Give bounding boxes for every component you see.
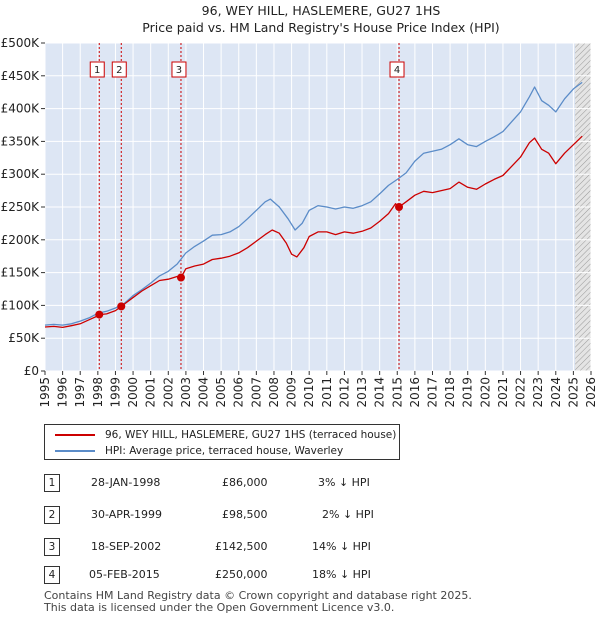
transaction-date: 05-FEB-2015 — [89, 568, 160, 581]
x-tick-label: 1998 — [91, 377, 105, 408]
y-tick-label: £300K — [1, 167, 41, 181]
x-tick-label: 2022 — [514, 377, 528, 408]
x-tick-label: 2018 — [443, 377, 457, 408]
transaction-number: 4 — [44, 566, 60, 584]
x-tick-label: 2010 — [302, 377, 316, 408]
legend-item-property: 96, WEY HILL, HASLEMERE, GU27 1HS (terra… — [55, 427, 396, 443]
legend-label-property: 96, WEY HILL, HASLEMERE, GU27 1HS (terra… — [105, 429, 397, 441]
x-tick-label: 2007 — [249, 377, 263, 408]
series-line — [44, 135, 583, 329]
transaction-label: 3 — [176, 65, 182, 76]
legend-item-hpi: HPI: Average price, terraced house, Wave… — [55, 443, 343, 459]
legend-swatch-property — [55, 434, 95, 436]
x-tick-label: 1996 — [56, 377, 70, 408]
x-tick-label: 2003 — [179, 377, 193, 408]
transaction-label-box — [389, 61, 405, 78]
x-tick-label: 2000 — [126, 377, 140, 408]
x-tick-label: 2006 — [232, 377, 246, 408]
transaction-price: £142,500 — [215, 540, 268, 553]
y-tick-label: £400K — [1, 102, 41, 116]
x-tick-label: 2025 — [566, 377, 580, 408]
transaction-date: 28-JAN-1998 — [91, 476, 161, 489]
y-tick-label: £50K — [8, 331, 40, 345]
table-row: 1 28-JAN-1998 £86,000 3% ↓ HPI — [0, 474, 600, 494]
x-tick-label: 2013 — [355, 377, 369, 408]
table-row: 4 05-FEB-2015 £250,000 18% ↓ HPI — [0, 566, 600, 586]
x-tick-label: 1997 — [73, 377, 87, 408]
x-tick-label: 1999 — [108, 377, 122, 408]
legend-label-hpi: HPI: Average price, terraced house, Wave… — [105, 445, 344, 457]
x-tick-label: 2001 — [144, 377, 158, 408]
x-tick-label: 2024 — [549, 377, 563, 408]
legend-swatch-hpi — [55, 450, 95, 452]
x-tick-label: 2012 — [337, 377, 351, 408]
x-tick-label: 1995 — [38, 377, 52, 408]
transaction-label-box — [111, 61, 127, 78]
x-tick-label: 2011 — [320, 377, 334, 408]
transaction-price: £86,000 — [222, 476, 268, 489]
x-tick-label: 2008 — [267, 377, 281, 408]
transaction-number: 1 — [44, 474, 60, 492]
grid-lines — [44, 42, 592, 372]
table-row: 3 18-SEP-2002 £142,500 14% ↓ HPI — [0, 538, 600, 558]
y-tick-label: £500K — [1, 36, 41, 50]
footer-licence: This data is licensed under the Open Gov… — [44, 601, 395, 614]
x-tick-label: 2016 — [408, 377, 422, 408]
transaction-label-box — [89, 61, 105, 78]
transaction-point — [117, 302, 126, 311]
transaction-date: 30-APR-1999 — [91, 508, 163, 521]
y-tick-label: £350K — [1, 134, 41, 148]
y-tick-label: £200K — [1, 233, 41, 247]
table-row: 2 30-APR-1999 £98,500 2% ↓ HPI — [0, 506, 600, 526]
transaction-price: £98,500 — [222, 508, 268, 521]
y-axis: £0 £50K £100K £150K £200K £250K £300K £350K £400… — [1, 36, 45, 378]
transaction-point — [395, 203, 404, 211]
transaction-label-box — [171, 61, 187, 78]
y-tick-label: £250K — [1, 200, 41, 214]
x-tick-label: 2020 — [478, 377, 492, 408]
transaction-number: 3 — [44, 538, 60, 556]
transaction-number: 2 — [44, 506, 60, 524]
y-tick-label: £100K — [1, 298, 41, 312]
series-line — [44, 81, 583, 326]
x-axis: 1995 1996 1997 1998 1999 2000 2001 2002 2003 2004… — [38, 371, 598, 408]
x-tick-label: 2019 — [461, 377, 475, 408]
series-lines — [44, 81, 583, 329]
footer-copyright: Contains HM Land Registry data © Crown c… — [44, 589, 472, 602]
transaction-label: 1 — [94, 65, 100, 76]
x-tick-label: 2009 — [285, 377, 299, 408]
x-tick-label: 2026 — [584, 377, 598, 408]
transaction-point — [176, 273, 185, 282]
x-tick-label: 2002 — [161, 377, 175, 408]
chart-subtitle: Price paid vs. HM Land Registry's House … — [142, 20, 499, 35]
footer: Contains HM Land Registry data © Crown c… — [44, 590, 472, 614]
transaction-label: 2 — [116, 65, 122, 76]
legend: 96, WEY HILL, HASLEMERE, GU27 1HS (terra… — [44, 424, 400, 460]
x-tick-label: 2015 — [390, 377, 404, 408]
y-tick-label: £0 — [24, 364, 39, 378]
y-tick-label: £150K — [1, 266, 41, 280]
transaction-label: 4 — [394, 65, 400, 76]
y-tick-label: £450K — [1, 69, 41, 83]
transaction-delta: 3% ↓ HPI — [318, 476, 370, 489]
x-tick-label: 2004 — [197, 377, 211, 408]
transaction-point — [95, 310, 104, 319]
transaction-price: £250,000 — [215, 568, 268, 581]
transaction-date: 18-SEP-2002 — [91, 540, 162, 553]
x-tick-label: 2023 — [531, 377, 545, 408]
x-tick-label: 2017 — [425, 377, 439, 408]
transaction-delta: 2% ↓ HPI — [322, 508, 374, 521]
x-tick-label: 2014 — [373, 377, 387, 408]
price-chart: 96, WEY HILL, HASLEMERE, GU27 1HS Price … — [1, 3, 598, 408]
transaction-delta: 14% ↓ HPI — [312, 540, 371, 553]
transaction-delta: 18% ↓ HPI — [312, 568, 371, 581]
transaction-points — [95, 203, 404, 319]
x-tick-label: 2005 — [214, 377, 228, 408]
chart-title: 96, WEY HILL, HASLEMERE, GU27 1HS — [202, 3, 441, 18]
x-tick-label: 2021 — [496, 377, 510, 408]
